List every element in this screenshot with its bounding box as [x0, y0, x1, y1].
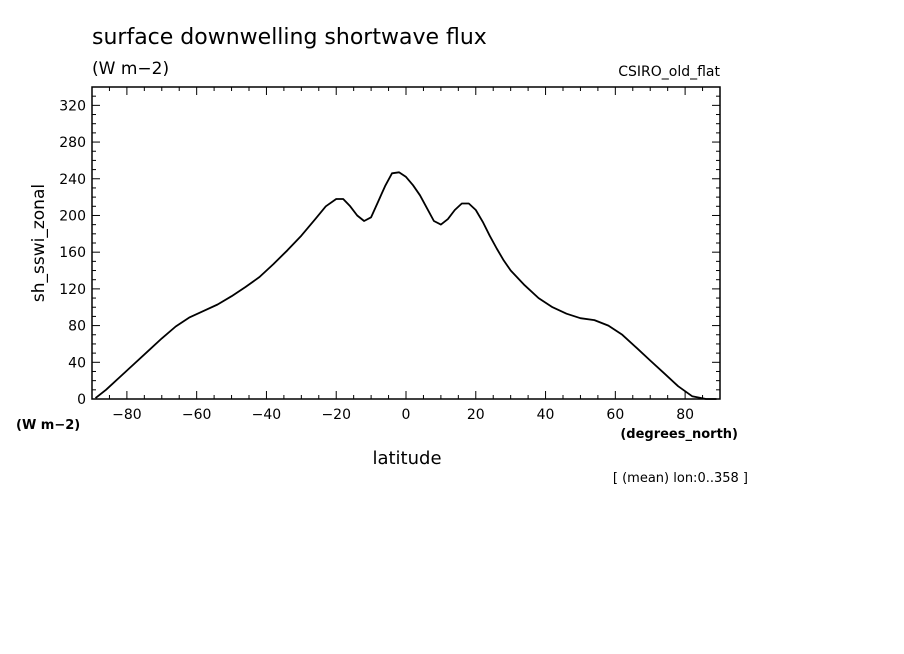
y-tick-label: 40 — [68, 355, 86, 371]
y-tick-label: 160 — [59, 245, 86, 261]
y-axis-units: (W m−2) — [16, 418, 80, 433]
x-tick-label: 40 — [537, 407, 555, 423]
x-axis-units: (degrees_north) — [620, 427, 738, 442]
axis-ticks — [91, 86, 721, 400]
x-tick-label: −40 — [252, 407, 282, 423]
y-tick-label: 240 — [59, 172, 86, 188]
y-tick-label: 120 — [59, 282, 86, 298]
x-tick-label: −60 — [182, 407, 212, 423]
y-tick-label: 320 — [59, 98, 86, 114]
y-tick-label: 80 — [68, 319, 86, 335]
chart-units: (W m−2) — [92, 59, 169, 79]
x-tick-label: 20 — [467, 407, 485, 423]
y-tick-labels: 0 40 80 120 160 200 240 280 320 — [59, 98, 86, 408]
x-tick-label: −80 — [112, 407, 142, 423]
y-axis-label: sh_sswi_zonal — [29, 184, 49, 302]
chart-title: surface downwelling shortwave flux — [92, 25, 487, 50]
x-tick-label: −20 — [321, 407, 351, 423]
x-tick-label: 60 — [606, 407, 624, 423]
model-label: CSIRO_old_flat — [618, 64, 720, 80]
x-tick-label: 0 — [402, 407, 411, 423]
plot-frame — [91, 86, 721, 400]
y-tick-label: 280 — [59, 135, 86, 151]
x-tick-labels: −80 −60 −40 −20 0 20 40 60 80 — [112, 407, 694, 423]
y-tick-label: 0 — [77, 392, 86, 408]
x-tick-label: 80 — [676, 407, 694, 423]
series-line — [94, 171, 717, 400]
y-tick-label: 200 — [59, 208, 86, 224]
averaging-note: [ (mean) lon:0..358 ] — [613, 471, 748, 486]
x-axis-label: latitude — [372, 448, 441, 469]
